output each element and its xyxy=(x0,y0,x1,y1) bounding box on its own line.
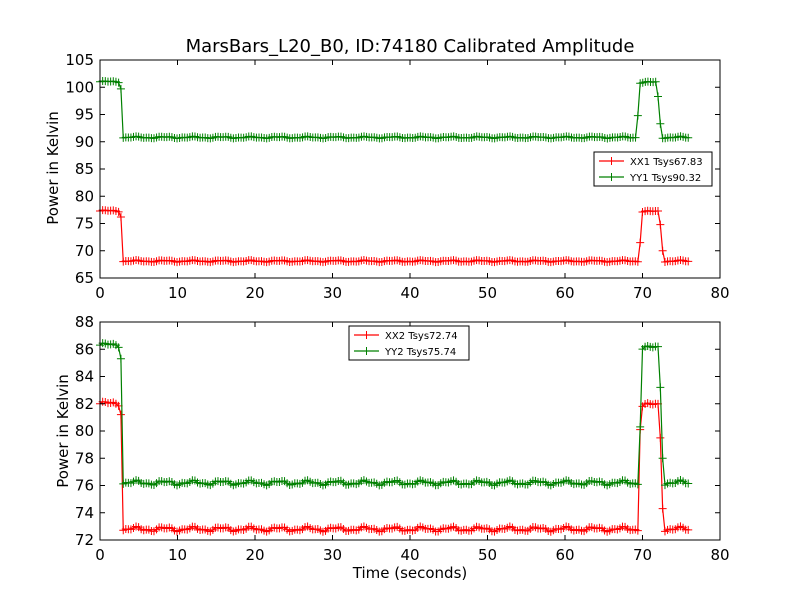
legend-entry: YY2 Tsys75.74 xyxy=(384,347,456,358)
x-tick-label: 80 xyxy=(710,284,729,302)
x-tick-label: 0 xyxy=(95,284,105,302)
top-panel: Power in Kelvin 0 10 20 30 40 50 60 70 80 65 70 75 8… xyxy=(44,51,730,302)
x-tick-label: 20 xyxy=(245,284,264,302)
data-point xyxy=(684,257,693,266)
data-point xyxy=(633,111,642,120)
data-point xyxy=(116,410,125,419)
x-tick-label: 40 xyxy=(400,284,419,302)
series-line-2 xyxy=(99,342,689,487)
data-point xyxy=(633,480,642,489)
y-tick-label: 70 xyxy=(75,242,94,260)
data-point xyxy=(636,238,645,247)
data-point xyxy=(631,133,640,142)
legend-box xyxy=(348,325,470,361)
data-point xyxy=(658,504,667,513)
data-point xyxy=(116,84,125,93)
legend: XX2 Tsys72.74 YY2 Tsys75.74 xyxy=(348,325,470,361)
x-tick-label: 10 xyxy=(168,284,187,302)
y-tick-label: 105 xyxy=(65,51,94,69)
data-point xyxy=(116,212,125,221)
legend-entry: XX1 Tsys67.83 xyxy=(630,157,703,168)
x-tick-label: 80 xyxy=(710,546,729,564)
data-point xyxy=(656,433,665,442)
x-tick-label: 70 xyxy=(633,546,652,564)
y-tick-label: 76 xyxy=(75,477,94,495)
y-tick-label: 95 xyxy=(75,106,94,124)
y-tick-label: 88 xyxy=(75,313,94,331)
y-tick-label: 80 xyxy=(75,422,94,440)
data-point xyxy=(658,246,667,255)
x-tick-label: 50 xyxy=(478,284,497,302)
data-point xyxy=(114,343,123,352)
y-tick-label: 75 xyxy=(75,215,94,233)
y-tick-label: 78 xyxy=(75,449,94,467)
data-point xyxy=(654,206,662,215)
legend-marker xyxy=(607,173,616,181)
legend: XX1 Tsys67.83 YY1 Tsys90.32 xyxy=(593,151,713,187)
x-tick-label: 30 xyxy=(323,284,342,302)
data-point xyxy=(654,92,662,101)
y-tick-label: 85 xyxy=(75,160,94,178)
data-point xyxy=(114,78,123,87)
y-tick-label: 86 xyxy=(75,340,94,358)
y-tick-label: 82 xyxy=(75,395,94,413)
bottom-xlabel: Time (seconds) xyxy=(352,564,468,582)
bottom-panel: Power in Kelvin Time (seconds) 0 10 20 30 40… xyxy=(54,313,730,582)
series-line-1 xyxy=(99,209,689,263)
y-tick-label: 84 xyxy=(75,368,94,386)
data-point xyxy=(656,119,665,128)
data-point xyxy=(684,133,693,142)
data-point xyxy=(633,526,642,535)
chart-title: MarsBars_L20_B0, ID:74180 Calibrated Amp… xyxy=(186,36,635,57)
series-line-2 xyxy=(99,80,689,140)
bottom-ylabel: Power in Kelvin xyxy=(54,374,72,488)
x-tick-label: 30 xyxy=(323,546,342,564)
data-point xyxy=(633,257,642,266)
data-point xyxy=(658,454,667,463)
data-point xyxy=(116,354,125,363)
x-tick-label: 70 xyxy=(633,284,652,302)
y-tick-label: 100 xyxy=(65,78,94,96)
data-point xyxy=(656,383,665,392)
y-tick-label: 72 xyxy=(75,531,94,549)
top-ylabel: Power in Kelvin xyxy=(44,111,62,225)
x-tick-label: 50 xyxy=(478,546,497,564)
x-tick-label: 60 xyxy=(555,546,574,564)
data-point xyxy=(654,342,662,351)
x-tick-label: 0 xyxy=(95,546,105,564)
data-point xyxy=(636,422,645,431)
legend-entry: XX2 Tsys72.74 xyxy=(385,331,458,342)
x-tick-label: 40 xyxy=(400,546,419,564)
y-tick-label: 80 xyxy=(75,187,94,205)
data-point xyxy=(656,220,665,229)
legend-marker xyxy=(362,347,371,355)
y-tick-label: 90 xyxy=(75,133,94,151)
legend-entry: YY1 Tsys90.32 xyxy=(629,173,701,184)
y-tick-label: 74 xyxy=(75,504,94,522)
data-point xyxy=(114,207,123,216)
data-point xyxy=(684,525,693,534)
x-tick-label: 10 xyxy=(168,546,187,564)
x-tick-label: 20 xyxy=(245,546,264,564)
data-point xyxy=(651,77,660,86)
legend-marker xyxy=(362,331,371,339)
legend-marker xyxy=(607,157,616,165)
legend-box xyxy=(593,151,713,187)
x-tick-label: 60 xyxy=(555,284,574,302)
series-line-1 xyxy=(99,401,689,533)
y-tick-label: 65 xyxy=(75,269,94,287)
data-point xyxy=(684,479,693,488)
